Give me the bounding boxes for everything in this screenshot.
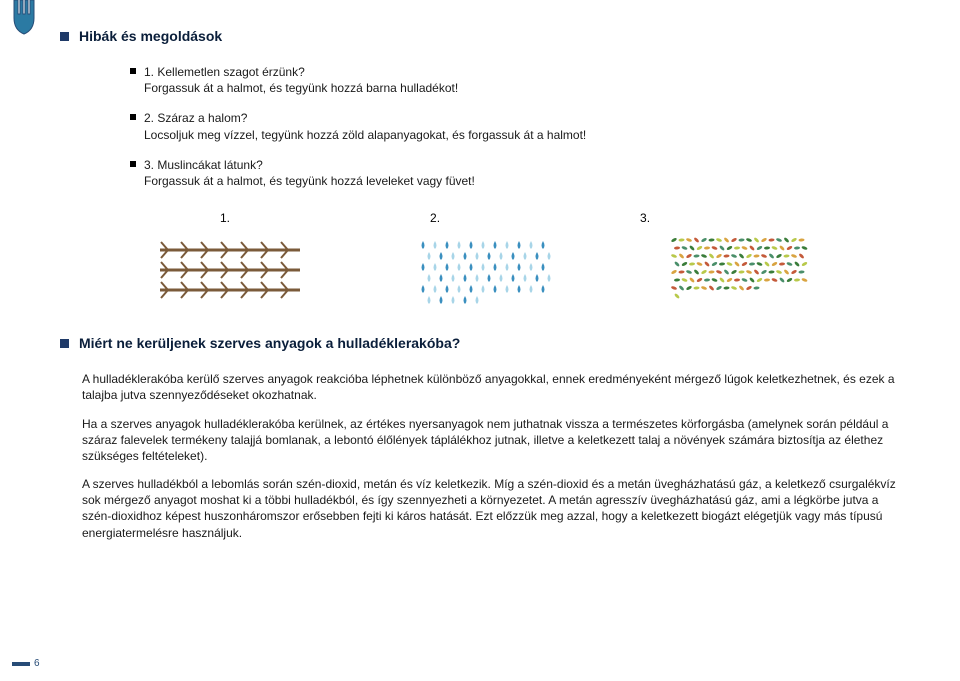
item-title: Száraz a halom?	[157, 111, 247, 125]
item-num: 2.	[144, 111, 154, 125]
heading-text: Miért ne kerüljenek szerves anyagok a hu…	[79, 335, 460, 351]
paragraphs: A hulladéklerakóba kerülő szerves anyago…	[82, 371, 910, 541]
bullet-icon	[60, 32, 69, 41]
item-body: Forgassuk át a halmot, és tegyünk hozzá …	[144, 174, 475, 188]
page-number-bar-icon	[12, 662, 30, 666]
branches-icon	[160, 235, 300, 305]
figure-row: 1. 2. 3.	[160, 211, 910, 305]
bullet-icon	[130, 161, 136, 167]
fig-label: 3.	[640, 211, 650, 225]
item-body: Forgassuk át a halmot, és tegyünk hozzá …	[144, 81, 458, 95]
item-body: Locsoljuk meg vízzel, tegyünk hozzá zöld…	[144, 128, 586, 142]
paragraph: A szerves hulladékból a lebomlás során s…	[82, 476, 910, 541]
list-item: 3. Muslincákat látunk? Forgassuk át a ha…	[130, 157, 910, 189]
paragraph: A hulladéklerakóba kerülő szerves anyago…	[82, 371, 910, 403]
item-num: 1.	[144, 65, 154, 79]
bullet-icon	[130, 114, 136, 120]
section-heading-why: Miért ne kerüljenek szerves anyagok a hu…	[60, 335, 910, 351]
item-num: 3.	[144, 158, 154, 172]
heading-text: Hibák és megoldások	[79, 28, 222, 44]
item-title: Muslincákat látunk?	[157, 158, 262, 172]
page-number-value: 6	[34, 658, 40, 669]
page-number: 6	[12, 658, 40, 669]
hand-icon	[10, 0, 38, 38]
fig-label: 1.	[220, 211, 230, 225]
fig-label: 2.	[430, 211, 440, 225]
droplets-icon	[415, 235, 555, 305]
list-item: 2. Száraz a halom? Locsoljuk meg vízzel,…	[130, 110, 910, 142]
item-title: Kellemetlen szagot érzünk?	[157, 65, 304, 79]
bullet-icon	[130, 68, 136, 74]
page-content: Hibák és megoldások 1. Kellemetlen szago…	[0, 0, 960, 573]
list-item: 1. Kellemetlen szagot érzünk? Forgassuk …	[130, 64, 910, 96]
paragraph: Ha a szerves anyagok hulladéklerakóba ke…	[82, 416, 910, 465]
section-heading-errors: Hibák és megoldások	[60, 28, 910, 44]
error-list: 1. Kellemetlen szagot érzünk? Forgassuk …	[130, 64, 910, 189]
bullet-icon	[60, 339, 69, 348]
leaves-icon	[670, 235, 810, 305]
